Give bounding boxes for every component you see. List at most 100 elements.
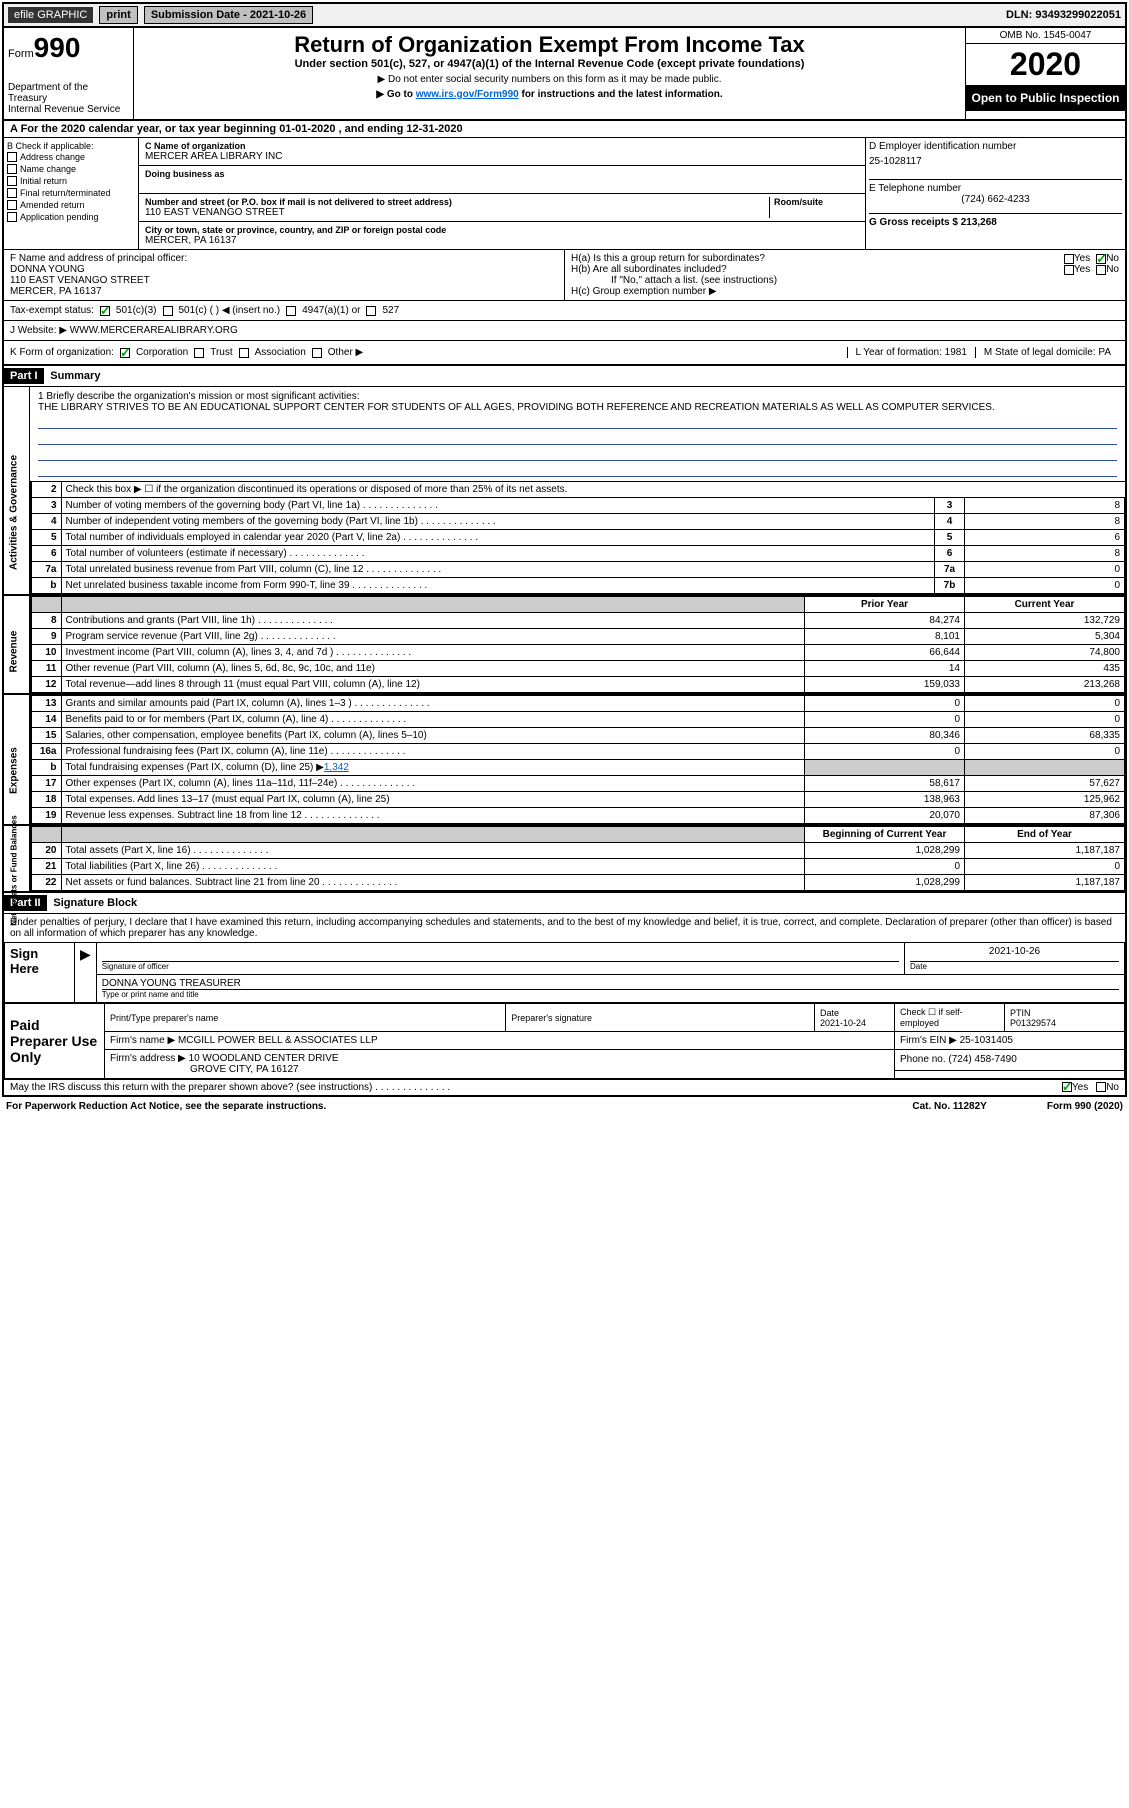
ha-no-checkbox[interactable] — [1096, 254, 1106, 264]
ha-label: H(a) Is this a group return for subordin… — [571, 253, 1064, 264]
sig-date-cell: 2021-10-26 Date — [905, 943, 1125, 975]
c13: 0 — [965, 696, 1125, 712]
page-footer: For Paperwork Reduction Act Notice, see … — [0, 1099, 1129, 1114]
c18: 125,962 — [965, 792, 1125, 808]
print-button[interactable]: print — [99, 6, 137, 24]
officer-left: F Name and address of principal officer:… — [4, 250, 565, 300]
city-label: City or town, state or province, country… — [145, 225, 859, 235]
tax-exempt-status-row: Tax-exempt status: 501(c)(3) 501(c) ( ) … — [4, 301, 1125, 321]
name-change-checkbox[interactable] — [7, 164, 17, 174]
discuss-yes-checkbox[interactable] — [1062, 1082, 1072, 1092]
c9: 5,304 — [965, 629, 1125, 645]
501c3-checkbox[interactable] — [100, 306, 110, 316]
desc-line — [38, 431, 1117, 445]
net-side-label: Net Assets or Fund Balances — [4, 826, 30, 891]
c15: 68,335 — [965, 728, 1125, 744]
pending-checkbox[interactable] — [7, 212, 17, 222]
pra-notice: For Paperwork Reduction Act Notice, see … — [6, 1101, 912, 1112]
officer-addr1: 110 EAST VENANGO STREET — [10, 275, 558, 286]
q16b: Total fundraising expenses (Part IX, col… — [61, 760, 805, 776]
q8: Contributions and grants (Part VIII, lin… — [61, 613, 805, 629]
j-label: J — [10, 325, 15, 336]
hb-no-checkbox[interactable] — [1096, 265, 1106, 275]
cat-no: Cat. No. 11282Y — [912, 1101, 986, 1112]
website-url: WWW.MERCERAREALIBRARY.ORG — [70, 325, 238, 336]
527-checkbox[interactable] — [366, 306, 376, 316]
amended-checkbox[interactable] — [7, 200, 17, 210]
q13: Grants and similar amounts paid (Part IX… — [61, 696, 805, 712]
p13: 0 — [805, 696, 965, 712]
q7a: Total unrelated business revenue from Pa… — [61, 562, 935, 578]
sign-here-label: Sign Here — [5, 943, 75, 1003]
p15: 80,346 — [805, 728, 965, 744]
p14: 0 — [805, 712, 965, 728]
trust-checkbox[interactable] — [194, 348, 204, 358]
website-label: Website: ▶ — [18, 325, 67, 336]
street-label: Number and street (or P.O. box if mail i… — [145, 197, 769, 207]
q6: Total number of volunteers (estimate if … — [61, 546, 935, 562]
entity-right: D Employer identification number 25-1028… — [865, 138, 1125, 249]
q16a: Professional fundraising fees (Part IX, … — [61, 744, 805, 760]
v7a: 0 — [965, 562, 1125, 578]
v5: 6 — [965, 530, 1125, 546]
ag-section: Activities & Governance 1 Briefly descri… — [4, 387, 1125, 594]
v3: 8 — [965, 498, 1125, 514]
submission-date: Submission Date - 2021-10-26 — [144, 6, 313, 24]
q9: Program service revenue (Part VIII, line… — [61, 629, 805, 645]
dept-treasury: Department of the Treasury — [8, 82, 129, 104]
final-return-checkbox[interactable] — [7, 188, 17, 198]
irs-link[interactable]: www.irs.gov/Form990 — [416, 89, 519, 100]
p19: 20,070 — [805, 808, 965, 824]
other-checkbox[interactable] — [312, 348, 322, 358]
phone-value: (724) 662-4233 — [869, 194, 1122, 205]
addr-change-checkbox[interactable] — [7, 152, 17, 162]
website-row: J Website: ▶ WWW.MERCERAREALIBRARY.ORG — [4, 321, 1125, 341]
corp-checkbox[interactable] — [120, 348, 130, 358]
b21: 0 — [805, 859, 965, 875]
form-subtitle-2: ▶ Do not enter social security numbers o… — [144, 74, 955, 85]
ag-table: 2Check this box ▶ ☐ if the organization … — [30, 481, 1125, 594]
check-b-header: B Check if applicable: — [7, 141, 135, 151]
4947-checkbox[interactable] — [286, 306, 296, 316]
rev-side-label: Revenue — [4, 596, 30, 693]
form-number: 990 — [34, 32, 81, 63]
c-name-label: C Name of organization — [145, 141, 859, 151]
p16a: 0 — [805, 744, 965, 760]
501c-checkbox[interactable] — [163, 306, 173, 316]
initial-return-checkbox[interactable] — [7, 176, 17, 186]
v6: 8 — [965, 546, 1125, 562]
sig-officer-cell[interactable]: Signature of officer — [96, 943, 904, 975]
hb-label: H(b) Are all subordinates included? — [571, 264, 1064, 275]
ein-value: 25-1028117 — [869, 156, 1122, 167]
tax-year: 2020 — [966, 44, 1125, 85]
assoc-checkbox[interactable] — [239, 348, 249, 358]
q2: Check this box ▶ ☐ if the organization d… — [61, 482, 1125, 498]
room-label: Room/suite — [774, 197, 859, 207]
org-name: MERCER AREA LIBRARY INC — [145, 151, 859, 162]
d-ein-label: D Employer identification number — [869, 141, 1122, 152]
top-bar: efile GRAPHIC print Submission Date - 20… — [4, 4, 1125, 28]
v7b: 0 — [965, 578, 1125, 594]
ha-yes-checkbox[interactable] — [1064, 254, 1074, 264]
firm-address: Firm's address ▶ 10 WOODLAND CENTER DRIV… — [105, 1050, 895, 1079]
officer-addr2: MERCER, PA 16137 — [10, 286, 558, 297]
q21: Total liabilities (Part X, line 26) — [61, 859, 805, 875]
netassets-section: Net Assets or Fund Balances Beginning of… — [4, 824, 1125, 893]
check-b-column: B Check if applicable: Address change Na… — [4, 138, 139, 249]
b20: 1,028,299 — [805, 843, 965, 859]
discuss-row: May the IRS discuss this return with the… — [4, 1079, 1125, 1095]
hb-yes-checkbox[interactable] — [1064, 265, 1074, 275]
mission-text: THE LIBRARY STRIVES TO BE AN EDUCATIONAL… — [38, 402, 1117, 413]
current-year-header: Current Year — [965, 597, 1125, 613]
paid-preparer-table: Paid Preparer Use Only Print/Type prepar… — [4, 1003, 1125, 1079]
form-footer: Form 990 (2020) — [1047, 1101, 1123, 1112]
part-2-title: Signature Block — [53, 897, 137, 909]
prep-date: Date2021-10-24 — [815, 1004, 895, 1032]
form-title: Return of Organization Exempt From Incom… — [144, 32, 955, 58]
q22: Net assets or fund balances. Subtract li… — [61, 875, 805, 891]
discuss-no-checkbox[interactable] — [1096, 1082, 1106, 1092]
e21: 0 — [965, 859, 1125, 875]
prep-sig-label: Preparer's signature — [506, 1004, 815, 1032]
dept-irs: Internal Revenue Service — [8, 104, 129, 115]
street-address: 110 EAST VENANGO STREET — [145, 207, 769, 218]
